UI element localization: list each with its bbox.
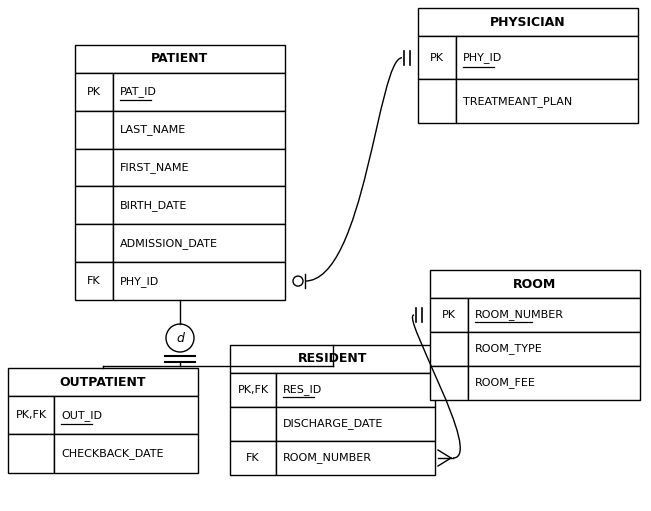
Bar <box>276 407 435 441</box>
Bar <box>230 345 435 373</box>
Bar <box>430 332 468 366</box>
Bar <box>54 434 198 473</box>
Bar <box>113 224 285 262</box>
Bar <box>230 373 276 407</box>
Bar <box>418 36 456 80</box>
Bar <box>113 187 285 224</box>
Text: ADMISSION_DATE: ADMISSION_DATE <box>120 238 218 249</box>
Bar <box>113 149 285 187</box>
Text: TREATMEANT_PLAN: TREATMEANT_PLAN <box>463 96 572 107</box>
Text: PK: PK <box>442 310 456 320</box>
Bar <box>75 149 113 187</box>
Text: ROOM_NUMBER: ROOM_NUMBER <box>475 310 564 320</box>
Bar <box>8 368 198 396</box>
Text: PHY_ID: PHY_ID <box>120 275 159 287</box>
Bar <box>75 45 285 73</box>
Text: d: d <box>176 332 184 344</box>
Bar <box>468 366 640 400</box>
Text: ROOM_FEE: ROOM_FEE <box>475 378 536 388</box>
Bar <box>75 187 113 224</box>
Text: PHY_ID: PHY_ID <box>463 52 503 63</box>
Bar <box>468 332 640 366</box>
Text: OUT_ID: OUT_ID <box>61 410 102 421</box>
Text: ROOM_TYPE: ROOM_TYPE <box>475 343 543 355</box>
Bar <box>276 441 435 475</box>
Bar <box>8 434 54 473</box>
Text: RES_ID: RES_ID <box>283 385 322 396</box>
Bar <box>418 80 456 123</box>
Bar <box>430 270 640 298</box>
Bar <box>8 396 54 434</box>
Bar <box>456 36 638 80</box>
Bar <box>276 373 435 407</box>
Bar <box>75 224 113 262</box>
Text: PATIENT: PATIENT <box>152 53 208 65</box>
Text: PK,FK: PK,FK <box>16 410 47 420</box>
Text: PHYSICIAN: PHYSICIAN <box>490 15 566 29</box>
Text: FK: FK <box>87 276 101 286</box>
Bar <box>75 111 113 149</box>
Bar <box>430 298 468 332</box>
Bar <box>430 366 468 400</box>
Text: PAT_ID: PAT_ID <box>120 86 157 98</box>
Bar <box>113 73 285 111</box>
Text: ROOM_NUMBER: ROOM_NUMBER <box>283 453 372 463</box>
Text: LAST_NAME: LAST_NAME <box>120 124 186 135</box>
Bar <box>113 111 285 149</box>
Text: BIRTH_DATE: BIRTH_DATE <box>120 200 187 211</box>
Text: FIRST_NAME: FIRST_NAME <box>120 162 189 173</box>
Text: OUTPATIENT: OUTPATIENT <box>60 376 146 388</box>
Bar <box>456 80 638 123</box>
Bar <box>468 298 640 332</box>
Text: ROOM: ROOM <box>514 277 557 290</box>
Bar <box>75 73 113 111</box>
Bar <box>230 407 276 441</box>
Bar <box>230 441 276 475</box>
Bar <box>418 8 638 36</box>
Text: PK: PK <box>87 87 101 97</box>
Text: CHECKBACK_DATE: CHECKBACK_DATE <box>61 448 163 459</box>
Bar <box>75 262 113 300</box>
Text: DISCHARGE_DATE: DISCHARGE_DATE <box>283 419 383 429</box>
Text: FK: FK <box>246 453 260 463</box>
Bar <box>54 396 198 434</box>
Bar <box>113 262 285 300</box>
Text: RESIDENT: RESIDENT <box>298 353 367 365</box>
Text: PK: PK <box>430 53 444 63</box>
Text: PK,FK: PK,FK <box>238 385 269 395</box>
